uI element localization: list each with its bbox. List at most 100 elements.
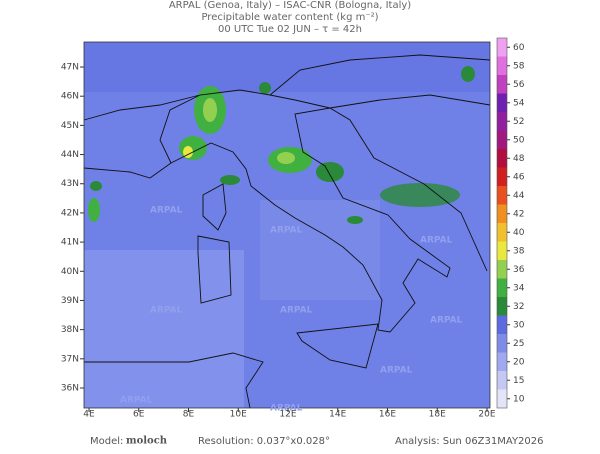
watermark: ARPAL <box>270 404 303 414</box>
colorbar-segment <box>497 260 507 279</box>
colorbar-label: 50 <box>513 135 525 145</box>
colorbar-label: 44 <box>513 191 525 201</box>
header-line: Precipitable water content (kg m⁻²) <box>201 12 378 23</box>
watermark: ARPAL <box>120 396 153 406</box>
lat-label: 41N <box>61 238 79 248</box>
coastline <box>296 323 379 369</box>
field-area <box>347 216 363 224</box>
field-area <box>260 200 380 300</box>
colorbar-label: 36 <box>513 265 525 275</box>
field-area <box>316 162 344 182</box>
colorbar-segment <box>497 75 507 94</box>
lat-label: 45N <box>61 121 79 131</box>
colorbar-label: 46 <box>513 172 525 182</box>
colorbar-segment <box>497 315 507 334</box>
colorbar-label: 40 <box>513 228 525 238</box>
field-area <box>88 198 100 222</box>
header-line: 00 UTC Tue 02 JUN – τ = 42h <box>218 24 362 35</box>
field-area <box>90 181 102 191</box>
colorbar-segment <box>497 371 507 390</box>
footer-label: Model: <box>90 436 123 447</box>
coastline <box>84 352 264 409</box>
footer-resolution: Resolution: 0.037°x0.028° <box>198 436 330 447</box>
lon-label: 12E <box>279 410 296 420</box>
lat-label: 43N <box>61 179 79 189</box>
field-area <box>220 175 240 185</box>
watermark: ARPAL <box>380 366 413 376</box>
colorbar-label: 25 <box>513 339 524 349</box>
colorbar-segment <box>497 278 507 297</box>
field-area <box>259 82 271 94</box>
field-area <box>277 152 295 164</box>
field-area <box>183 146 193 158</box>
colorbar-segment <box>497 204 507 223</box>
colorbar-segment <box>497 389 507 408</box>
colorbar-label: 32 <box>513 302 524 312</box>
colorbar-segment <box>497 297 507 316</box>
colorbar-segment <box>497 241 507 260</box>
lon-label: 14E <box>329 410 346 420</box>
colorbar-segment <box>497 56 507 75</box>
colorbar-label: 56 <box>513 80 525 90</box>
lat-label: 37N <box>61 354 79 364</box>
colorbar-label: 52 <box>513 117 524 127</box>
colorbar-segment <box>497 112 507 131</box>
colorbar-label: 34 <box>513 283 525 293</box>
colorbar-segment <box>497 223 507 242</box>
lon-label: 8E <box>183 410 195 420</box>
lat-label: 39N <box>61 296 79 306</box>
colorbar-segment <box>497 167 507 186</box>
lat-label: 46N <box>61 92 79 102</box>
coastline <box>83 107 488 333</box>
lon-label: 18E <box>429 410 446 420</box>
colorbar-label: 60 <box>513 43 525 53</box>
colorbar-segment <box>497 38 507 57</box>
watermark: ARPAL <box>430 316 463 326</box>
colorbar-segment <box>497 334 507 353</box>
colorbar-label: 38 <box>513 246 525 256</box>
lon-label: 4E <box>83 410 95 420</box>
colorbar-label: 20 <box>513 357 525 367</box>
colorbar-segment <box>497 93 507 112</box>
watermark: ARPAL <box>420 236 453 246</box>
lat-label: 44N <box>61 150 79 160</box>
map-frame <box>83 41 491 409</box>
watermark: ARPAL <box>280 306 313 316</box>
colorbar-label: 42 <box>513 209 524 219</box>
colorbar-label: 58 <box>513 61 525 71</box>
colorbar-label: 10 <box>513 394 525 404</box>
watermark: ARPAL <box>270 226 303 236</box>
colorbar-frame <box>496 37 508 409</box>
colorbar-segment <box>497 149 507 168</box>
lat-label: 40N <box>61 267 79 277</box>
colorbar-label: 30 <box>513 320 525 330</box>
lon-label: 16E <box>379 410 396 420</box>
colorbar-segment <box>497 130 507 149</box>
lat-label: 36N <box>61 384 79 394</box>
watermark: ARPAL <box>150 206 183 216</box>
coastline <box>197 235 232 304</box>
lon-label: 6E <box>133 410 145 420</box>
colorbar-label: 48 <box>513 154 525 164</box>
colorbar-segment <box>497 186 507 205</box>
watermark: ARPAL <box>150 306 183 316</box>
border <box>83 54 491 164</box>
colorbar-label: 54 <box>513 98 525 108</box>
field-area <box>84 250 244 408</box>
lat-label: 47N <box>61 63 79 73</box>
footer-analysis: Analysis: Sun 06Z31MAY2026 <box>395 436 544 447</box>
map-field: ARPAL ARPAL ARPAL ARPAL ARPAL ARPAL ARPAL ARPAL… <box>83 41 491 414</box>
colorbar-label: 15 <box>513 376 524 386</box>
field-area <box>84 42 490 92</box>
lat-label: 38N <box>61 325 79 335</box>
field-area <box>203 98 217 122</box>
lon-label: 20E <box>478 410 495 420</box>
field-area <box>380 183 460 207</box>
colorbar-segment <box>497 352 507 371</box>
field-area <box>461 66 475 82</box>
header-line: ARPAL (Genoa, Italy) – ISAC-CNR (Bologna… <box>169 0 411 11</box>
footer-model: moloch <box>126 436 168 447</box>
lat-label: 42N <box>61 208 79 218</box>
lon-label: 10E <box>230 410 247 420</box>
